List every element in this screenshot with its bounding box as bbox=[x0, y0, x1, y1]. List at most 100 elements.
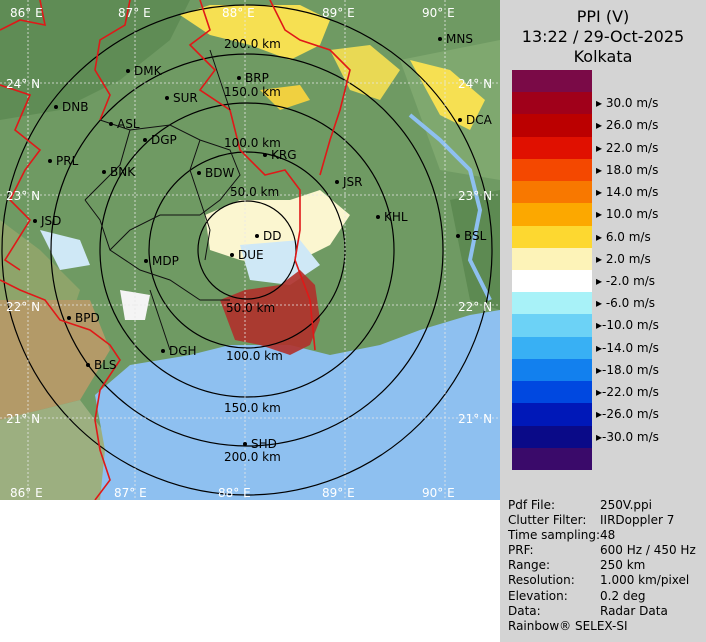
legend-swatch bbox=[512, 447, 592, 471]
city-dot bbox=[263, 153, 267, 157]
range-label-100-south: 100.0 km bbox=[226, 349, 283, 363]
terrain-north-west bbox=[0, 0, 190, 120]
legend-swatch bbox=[512, 158, 592, 182]
echo-north bbox=[180, 5, 330, 60]
city-dot bbox=[243, 442, 247, 446]
lon-label: 87° E bbox=[114, 486, 147, 500]
city-dot bbox=[255, 234, 259, 238]
city-label: KRG bbox=[271, 148, 297, 162]
city-label: JSR bbox=[342, 175, 363, 189]
legend-label: ▸-30.0 m/s bbox=[596, 429, 659, 444]
city-label: DUE bbox=[238, 248, 264, 262]
legend-label: ▸ 22.0 m/s bbox=[596, 140, 659, 155]
city-dot bbox=[54, 105, 58, 109]
legend-swatch bbox=[512, 314, 592, 338]
lon-label: 86° E bbox=[10, 486, 43, 500]
lon-label: 87° E bbox=[118, 6, 151, 20]
city-dot bbox=[86, 363, 90, 367]
range-label-150-north: 150.0 km bbox=[224, 85, 281, 99]
metadata-key: Time sampling: bbox=[508, 528, 601, 543]
legend-label: ▸ 18.0 m/s bbox=[596, 162, 659, 177]
city-dot bbox=[48, 159, 52, 163]
city-label: DGP bbox=[151, 133, 177, 147]
range-labels: 50.0 km 100.0 km 150.0 km 200.0 km 50.0 … bbox=[224, 37, 283, 464]
city-label: MNS bbox=[446, 32, 473, 46]
city-dot bbox=[335, 180, 339, 184]
legend-swatch bbox=[512, 114, 592, 138]
range-ring bbox=[50, 53, 444, 447]
legend-label: ▸-26.0 m/s bbox=[596, 407, 659, 422]
legend-swatch bbox=[512, 292, 592, 315]
metadata-key: Resolution: bbox=[508, 573, 575, 588]
echo-north-east bbox=[330, 45, 400, 100]
lat-label: 24° N bbox=[6, 77, 40, 91]
metadata-value: 0.2 deg bbox=[600, 588, 646, 603]
terrain-east-hills bbox=[450, 190, 500, 310]
city-dot bbox=[126, 69, 130, 73]
city-label: BNK bbox=[110, 165, 136, 179]
legend-label: ▸ 10.0 m/s bbox=[596, 207, 659, 222]
metadata-key: Range: bbox=[508, 558, 551, 573]
city-dot bbox=[33, 219, 37, 223]
legend-label: ▸ 6.0 m/s bbox=[596, 229, 651, 244]
lon-label: 89° E bbox=[322, 486, 355, 500]
legend-swatch bbox=[512, 225, 592, 249]
info-panel: PPI (V) 13:22 / 29-Oct-2025 Kolkata ▸ 30… bbox=[500, 0, 706, 642]
city-label: BRP bbox=[245, 71, 269, 85]
legend-label: ▸ -6.0 m/s bbox=[596, 296, 656, 311]
legend-swatch bbox=[512, 247, 592, 271]
city-label: DGH bbox=[169, 344, 197, 358]
lat-label: 22° N bbox=[458, 300, 492, 314]
graticule-labels: 24° N 23° N 22° N 21° N 24° N 23° N 22° … bbox=[6, 6, 492, 500]
metadata-key: PRF: bbox=[508, 543, 534, 558]
range-label-100-north: 100.0 km bbox=[224, 136, 281, 150]
lon-label: 90° E bbox=[422, 6, 455, 20]
city-dot bbox=[161, 349, 165, 353]
city-dot bbox=[109, 122, 113, 126]
city-dot bbox=[102, 170, 106, 174]
metadata-key: Elevation: bbox=[508, 588, 568, 603]
metadata-key: Data: bbox=[508, 603, 541, 618]
metadata-key: Pdf File: bbox=[508, 498, 556, 512]
legend-swatch bbox=[512, 136, 592, 160]
metadata-key: Clutter Filter: bbox=[508, 513, 587, 528]
city-dot bbox=[197, 171, 201, 175]
city-dot bbox=[458, 118, 462, 122]
city-label: DCA bbox=[466, 113, 493, 127]
legend-label: ▸ 14.0 m/s bbox=[596, 185, 659, 200]
metadata-row: Elevation: 0.2 deg bbox=[508, 589, 706, 604]
legend-label: ▸ 2.0 m/s bbox=[596, 251, 651, 266]
lon-label: 90° E bbox=[422, 486, 455, 500]
metadata-row: Resolution: 1.000 km/pixel bbox=[508, 573, 706, 588]
lon-label: 89° E bbox=[322, 6, 355, 20]
datetime: 13:22 / 29-Oct-2025 bbox=[521, 27, 685, 46]
legend-swatch bbox=[512, 336, 592, 360]
city-label: DD bbox=[263, 229, 281, 243]
metadata-row: Data: Radar Data bbox=[508, 604, 706, 619]
radar-map[interactable]: 50.0 km 100.0 km 150.0 km 200.0 km 50.0 … bbox=[0, 0, 500, 500]
legend-swatch bbox=[512, 381, 592, 404]
metadata-value: 250V.ppi bbox=[600, 498, 652, 512]
city-label: BPD bbox=[75, 311, 100, 325]
legend-swatch bbox=[512, 358, 592, 382]
city-dot bbox=[456, 234, 460, 238]
legend-label: ▸-14.0 m/s bbox=[596, 340, 659, 355]
city-label: SHD bbox=[251, 437, 277, 451]
legend-label: ▸ -2.0 m/s bbox=[596, 274, 656, 288]
range-label-200-north: 200.0 km bbox=[224, 37, 281, 51]
terrain-coast-west bbox=[0, 400, 110, 500]
city-label: ASL bbox=[117, 117, 140, 131]
metadata-value: 250 km bbox=[600, 558, 646, 573]
bay-of-bengal bbox=[95, 310, 500, 500]
city-label: BSL bbox=[464, 229, 487, 243]
range-label-150-south: 150.0 km bbox=[224, 401, 281, 415]
legend-label: ▸-10.0 m/s bbox=[596, 318, 659, 333]
city-label: SUR bbox=[173, 91, 198, 105]
metadata-value: 600 Hz / 450 Hz bbox=[600, 543, 696, 558]
lon-label: 88° E bbox=[218, 486, 251, 500]
range-label-50: 50.0 km bbox=[230, 185, 279, 199]
credit-text: Rainbow® SELEX-SI bbox=[508, 619, 628, 633]
city-label: BDW bbox=[205, 166, 234, 180]
state-boundaries bbox=[0, 0, 351, 500]
city-dot bbox=[165, 96, 169, 100]
